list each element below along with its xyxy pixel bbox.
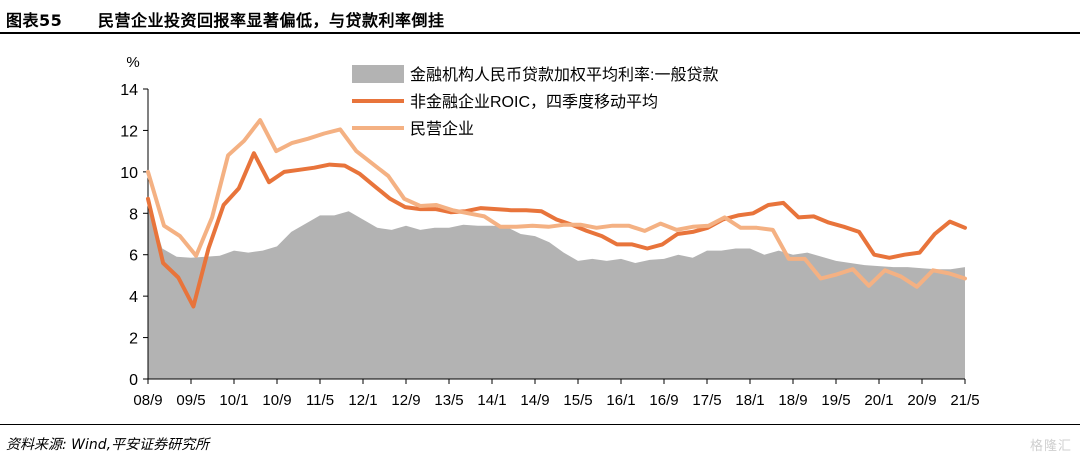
y-tick-label: 14 — [120, 82, 138, 99]
x-tick-label: 11/5 — [306, 392, 334, 409]
figure-number: 图表55 — [6, 11, 63, 30]
y-tick-label: 4 — [129, 289, 138, 306]
x-tick-label: 20/9 — [907, 392, 936, 409]
x-tick-label: 10/9 — [262, 392, 291, 409]
y-tick-label: 12 — [120, 123, 138, 140]
series-line-private-enterprise — [146, 118, 967, 289]
x-tick-label: 13/5 — [434, 392, 463, 409]
x-tick-label: 20/1 — [864, 392, 893, 409]
legend-label: 非金融企业ROIC，四季度移动平均 — [410, 93, 658, 111]
x-tick-label: 19/5 — [821, 392, 850, 409]
y-tick-label: 10 — [120, 165, 138, 182]
source-note: 资料来源: Wind,平安证券研究所 — [6, 437, 210, 453]
figure-header: 图表55 民营企业投资回报率显著偏低，与贷款利率倒挂 — [0, 0, 1080, 34]
legend-swatch-area — [352, 65, 404, 83]
x-tick-label: 12/9 — [391, 392, 420, 409]
x-tick-label: 14/9 — [520, 392, 549, 409]
x-tick-label: 14/1 — [477, 392, 506, 409]
x-tick-label: 09/5 — [176, 392, 205, 409]
y-tick-label: 0 — [129, 372, 138, 389]
y-tick-label: 8 — [129, 206, 138, 223]
x-tick-label: 12/1 — [348, 392, 377, 409]
chart: 0 2 4 6 8 10 12 14% 08/9 09/5 10/1 10/9 11/5 12/1 12/9… — [120, 54, 979, 409]
x-tick-label: 21/5 — [950, 392, 979, 409]
x-tick-label: 08/9 — [133, 392, 162, 409]
legend-label: 金融机构人民币贷款加权平均利率:一般贷款 — [410, 66, 718, 84]
area-layer — [148, 202, 965, 379]
y-tick-label: 6 — [129, 248, 138, 265]
x-tick-label: 10/1 — [219, 392, 248, 409]
x-tick-label: 16/1 — [606, 392, 635, 409]
figure-title: 民营企业投资回报率显著偏低，与贷款利率倒挂 — [98, 11, 445, 30]
y-tick-label: 2 — [129, 331, 138, 348]
axes-layer: 0 2 4 6 8 10 12 14% 08/9 09/5 10/1 10/9 11/5 12/1 12/9… — [120, 54, 979, 409]
x-tick-label: 18/1 — [735, 392, 764, 409]
x-tick-label: 18/9 — [778, 392, 807, 409]
x-tick-label: 17/5 — [692, 392, 721, 409]
legend: 金融机构人民币贷款加权平均利率:一般贷款非金融企业ROIC，四季度移动平均民营企… — [352, 65, 718, 138]
series-line-roic — [146, 151, 967, 309]
lines-layer — [146, 118, 967, 309]
legend-label: 民营企业 — [410, 120, 474, 138]
figure-footer: 资料来源: Wind,平安证券研究所 格隆汇 — [0, 424, 1080, 462]
y-axis-unit-label: % — [126, 54, 139, 71]
x-tick-label: 15/5 — [563, 392, 592, 409]
x-tick-label: 16/9 — [649, 392, 678, 409]
series-area-loan-rate — [148, 202, 965, 379]
watermark-logo: 格隆汇 — [1029, 439, 1072, 454]
